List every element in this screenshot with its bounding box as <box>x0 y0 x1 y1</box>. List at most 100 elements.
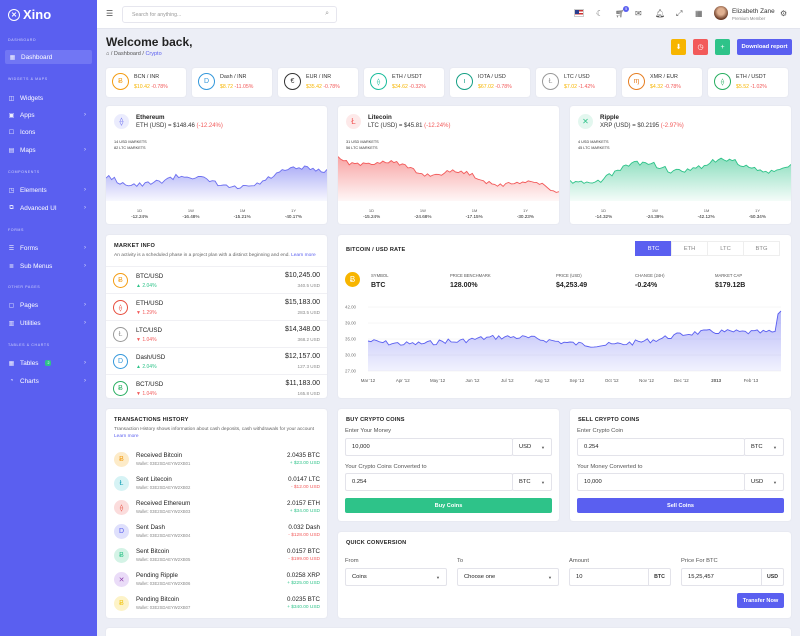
app-logo[interactable]: ✕ Xino <box>0 0 97 29</box>
coin-price-line: XRP (USD) = $0.2195 (-2.97%) <box>600 123 684 129</box>
breadcrumb-dashboard[interactable]: Dashboard <box>113 51 141 57</box>
btc-area <box>368 311 781 371</box>
transaction-row[interactable]: Ł Sent Litecoin Wallet: 03E2SDAEYW2XB02 … <box>106 472 327 496</box>
x-tick-label: Apr '12 <box>396 378 410 383</box>
sidebar-item-maps[interactable]: ▤ Maps › <box>0 143 97 157</box>
sidebar-item-charts[interactable]: ◔ Charts › <box>0 374 97 388</box>
sell-currency-select[interactable]: USD ▼ <box>744 473 784 491</box>
market-row[interactable]: Ƀ BTC/USD ▲ 2.04% $10,245.00 340.5 USD <box>106 266 327 293</box>
transaction-row[interactable]: D Sent Dash Wallet: 03E2SDAEYW2XB04 0.03… <box>106 520 327 544</box>
clock-button[interactable]: ◷ <box>693 39 708 55</box>
avatar[interactable] <box>714 6 728 20</box>
transactions-desc-text: Transaction History shows information ab… <box>114 427 315 432</box>
sidebar-item-sub-menus[interactable]: ≣ Sub Menus › <box>0 259 97 273</box>
timeframe-label[interactable]: 1Y <box>523 208 529 213</box>
ticker-card[interactable]: Ł LTC / USD $7.02 -1.42% <box>536 68 616 97</box>
buy-crypto-card: BUY CRYPTO COINS Enter Your Money 10,000… <box>338 409 559 521</box>
market-row[interactable]: ⟠ ETH/USD ▼ 1.29% $15,183.00 283.5 USD <box>106 293 327 320</box>
ticker-price-line: $10.42 -0.78% <box>134 84 168 90</box>
sidebar-item-forms[interactable]: ☰ Forms › <box>0 241 97 255</box>
tab-eth[interactable]: ETH <box>671 241 708 256</box>
home-icon[interactable]: ⌂ <box>106 51 110 57</box>
ticker-card[interactable]: ⟠ ETH / USDT $5.52 -1.02% <box>708 68 788 97</box>
buy-currency-select[interactable]: USD ▼ <box>512 438 552 456</box>
transfer-now-button[interactable]: Transfer Now <box>737 593 784 608</box>
buy-converted-input[interactable]: 0.254 <box>345 473 513 491</box>
add-button[interactable]: + <box>715 39 730 55</box>
sell-converted-input[interactable]: 10,000 <box>577 473 745 491</box>
market-value: $15,183.00 <box>284 299 320 306</box>
menu-toggle-icon[interactable]: ☰ <box>106 9 114 18</box>
timeframe-label[interactable]: 1M <box>471 208 478 213</box>
sidebar-item-utilities[interactable]: ▥ Utilities › <box>0 316 97 330</box>
timeframe-label[interactable]: 1M <box>703 208 710 213</box>
sidebar-item-elements[interactable]: ◳ Elements › <box>0 183 97 197</box>
timeframe-label[interactable]: 1W <box>187 208 194 213</box>
timeframe-label[interactable]: 1W <box>419 208 426 213</box>
buy-coins-button[interactable]: Buy Coins <box>345 498 552 513</box>
apps-grid-icon[interactable]: ▦ <box>695 9 703 18</box>
timeframe-label[interactable]: 1D <box>368 208 375 213</box>
ticker-card[interactable]: € EUR / INR $35.42 -0.78% <box>278 68 358 97</box>
sell-coins-button[interactable]: Sell Coins <box>577 498 784 513</box>
amount-input[interactable]: 10 BTC <box>569 568 671 586</box>
market-row[interactable]: Ł LTC/USD ▼ 1.04% $14,348.00 368.2 USD <box>106 320 327 347</box>
sidebar-item-tables[interactable]: ▦ Tables 2 › <box>0 356 97 370</box>
tab-btc[interactable]: BTC <box>635 241 672 256</box>
market-info-learn-more[interactable]: Learn more <box>291 253 316 258</box>
sidebar-item-dashboard[interactable]: ▦ Dashboard <box>5 50 92 64</box>
cart-badge: 5 <box>623 6 630 12</box>
sidebar-item-pages[interactable]: ▢ Pages › <box>0 298 97 312</box>
from-select[interactable]: Coins ▼ <box>345 568 447 586</box>
cart-icon[interactable]: 🛒︎ 5 <box>615 6 630 19</box>
sell-coin-select[interactable]: BTC ▼ <box>744 438 784 456</box>
section-tables-charts: TABLES & CHARTS <box>8 343 50 347</box>
x-tick-label: Dec '12 <box>674 378 689 383</box>
user-name[interactable]: Elizabeth Zane <box>732 8 775 15</box>
search-icon[interactable]: ⌕ <box>325 10 329 17</box>
transactions-learn-more[interactable]: Learn more <box>114 434 139 439</box>
transaction-row[interactable]: ⟠ Received Ethereum Wallet: 03E2SDAEYW2X… <box>106 496 327 520</box>
download-report-button[interactable]: Download report <box>737 39 792 55</box>
ticker-price-line: $67.02 -0.78% <box>478 84 512 90</box>
sidebar-item-widgets[interactable]: ◫ Widgets <box>0 91 97 105</box>
fullscreen-icon[interactable]: ⤢ <box>676 9 683 18</box>
price-input[interactable]: 15,25,457 USD <box>681 568 784 586</box>
ticker-card[interactable]: ι IOTA / USD $67.02 -0.78% <box>450 68 530 97</box>
coin-icon: ⟠ <box>714 73 731 90</box>
sidebar-item-apps[interactable]: ▣ Apps › <box>0 108 97 122</box>
search-input[interactable]: Search for anything... ⌕ <box>122 6 337 23</box>
flag-icon[interactable] <box>574 9 584 17</box>
ticker-card[interactable]: ɱ XMR / EUR $4.32 -0.78% <box>622 68 702 97</box>
buy-money-input[interactable]: 10,000 <box>345 438 513 456</box>
buy-coin-select[interactable]: BTC ▼ <box>512 473 552 491</box>
chevron-down-icon: ▼ <box>548 574 552 580</box>
tab-ltc[interactable]: LTC <box>707 241 744 256</box>
market-row[interactable]: Ƀ BCT/USD ▼ 1.04% $11,183.00 165.8 USD <box>106 374 327 401</box>
mail-icon[interactable]: ✉ <box>635 9 642 18</box>
transaction-row[interactable]: ✕ Pending Ripple Wallet: 03E2SDAEYW2XB06… <box>106 568 327 592</box>
from-value: Coins <box>352 574 367 580</box>
dark-mode-icon[interactable]: ☾ <box>596 9 604 18</box>
download-icon-button[interactable]: ⬇ <box>671 39 686 55</box>
transaction-row[interactable]: Ƀ Sent Bitcoin Wallet: 03E2SDAEYW2XB05 0… <box>106 544 327 568</box>
ticker-card[interactable]: ⟠ ETH / USDT $34.62 -0.32% <box>364 68 444 97</box>
timeframe-label[interactable]: 1W <box>651 208 658 213</box>
ticker-card[interactable]: D Dash / INR $8.72 -11.05% <box>192 68 272 97</box>
timeframe-label[interactable]: 1Y <box>755 208 761 213</box>
timeframe-label[interactable]: 1Y <box>291 208 297 213</box>
tab-btg[interactable]: BTG <box>743 241 780 256</box>
to-select[interactable]: Choose one ▼ <box>457 568 559 586</box>
sell-coin-input[interactable]: 0.254 <box>577 438 745 456</box>
ticker-card[interactable]: Ƀ BCN / INR $10.42 -0.78% <box>106 68 186 97</box>
sidebar-item-advanced-ui[interactable]: ⧉ Advanced UI › <box>0 201 97 215</box>
settings-gear-icon[interactable]: ⚙ <box>780 9 788 18</box>
transaction-row[interactable]: Ƀ Received Bitcoin Wallet: 03E2SDAEYW2XB… <box>106 448 327 472</box>
market-row[interactable]: D Dash/USD ▲ 2.04% $12,157.00 127.3 USD <box>106 347 327 374</box>
transaction-row[interactable]: Ƀ Pending Bitcoin Wallet: 03E2SDAEYW2XB0… <box>106 592 327 616</box>
timeframe-label[interactable]: 1D <box>136 208 143 213</box>
timeframe-label[interactable]: 1M <box>239 208 246 213</box>
timeframe-label[interactable]: 1D <box>600 208 607 213</box>
sidebar-item-icons[interactable]: ☐ Icons <box>0 125 97 139</box>
notification-bell-icon[interactable]: 🔔︎ <box>655 9 666 18</box>
